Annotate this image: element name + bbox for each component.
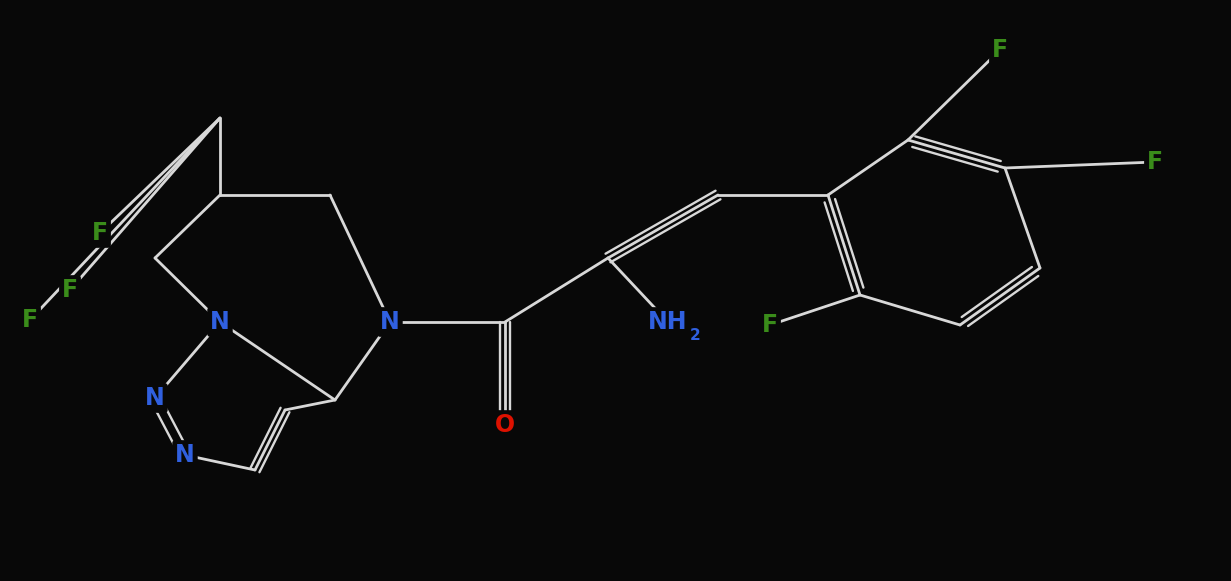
Text: N: N xyxy=(380,310,400,334)
Text: 2: 2 xyxy=(689,328,700,343)
Text: F: F xyxy=(1147,150,1163,174)
Text: F: F xyxy=(92,221,108,245)
Text: F: F xyxy=(762,313,778,337)
Text: F: F xyxy=(62,278,78,302)
Text: F: F xyxy=(22,308,38,332)
Text: N: N xyxy=(145,386,165,410)
Text: N: N xyxy=(175,443,194,467)
Text: O: O xyxy=(495,413,515,437)
Text: NH: NH xyxy=(649,310,688,334)
Text: F: F xyxy=(992,38,1008,62)
Text: N: N xyxy=(211,310,230,334)
